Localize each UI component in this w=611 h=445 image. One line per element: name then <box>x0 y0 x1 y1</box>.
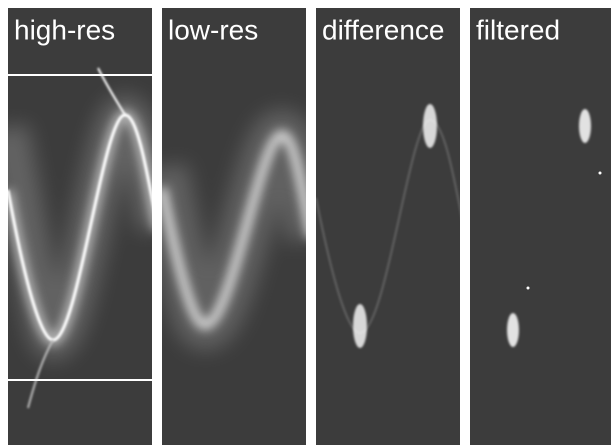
panel: low-res <box>162 8 312 445</box>
panel: difference <box>316 8 464 445</box>
panel-bg <box>470 8 611 445</box>
panel-bg <box>316 8 460 445</box>
panel-label: filtered <box>476 14 560 45</box>
panel: high-res <box>8 8 158 445</box>
figure: high-res low-res difference filtered <box>0 0 611 445</box>
panel: filtered <box>470 8 611 445</box>
panel-label: difference <box>322 14 444 45</box>
panel-label: high-res <box>14 14 115 45</box>
panel-label: low-res <box>168 14 258 45</box>
